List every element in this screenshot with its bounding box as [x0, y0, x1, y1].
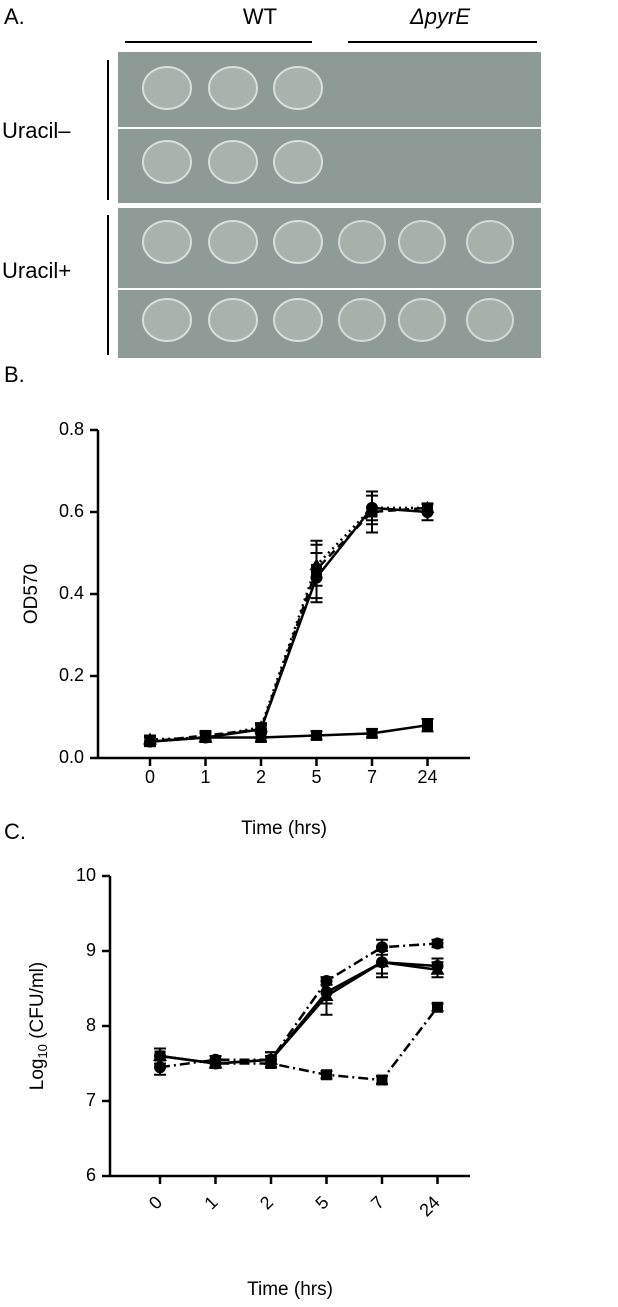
colony — [338, 220, 386, 264]
y-tick-label: 0.4 — [59, 583, 84, 603]
marker — [210, 1058, 221, 1069]
colony — [338, 298, 386, 342]
x-tick-label: 0 — [145, 1192, 166, 1213]
marker — [430, 962, 445, 975]
y-tick-label: 0.0 — [59, 747, 84, 767]
column-label: WT — [243, 4, 277, 29]
y-tick-label: 8 — [86, 1015, 96, 1035]
marker — [311, 729, 322, 741]
panel-label: B. — [4, 362, 25, 387]
x-axis-label: Time (hrs) — [247, 1279, 333, 1300]
colony — [208, 66, 258, 110]
series-line — [159, 1006, 439, 1082]
panel-label: A. — [4, 4, 25, 29]
y-tick-label: 9 — [86, 940, 96, 960]
colony — [142, 66, 192, 110]
colony — [273, 298, 323, 342]
series-line — [149, 506, 428, 743]
colony — [273, 66, 323, 110]
marker — [376, 1074, 388, 1086]
marker — [255, 732, 267, 743]
colony — [208, 220, 258, 264]
x-tick-label: 2 — [256, 767, 266, 787]
y-tick-label: 6 — [86, 1165, 96, 1185]
colony — [208, 140, 258, 184]
marker — [309, 558, 324, 571]
colony — [142, 298, 192, 342]
marker — [319, 989, 334, 1001]
colony — [273, 220, 323, 264]
x-axis-label: Time (hrs) — [241, 818, 327, 839]
colony — [142, 140, 192, 184]
x-tick-label: 1 — [200, 767, 210, 787]
marker — [432, 1001, 443, 1013]
x-tick-label: 7 — [367, 1192, 388, 1213]
y-tick-label: 0.2 — [59, 665, 84, 685]
y-axis-label: Log10 (CFU/ml) — [27, 962, 50, 1090]
marker — [376, 941, 388, 954]
series-line — [149, 506, 428, 743]
marker — [320, 975, 333, 987]
marker — [321, 1069, 332, 1081]
colony — [398, 298, 446, 342]
marker — [420, 500, 435, 513]
y-tick-label: 10 — [76, 865, 96, 885]
y-tick-label: 7 — [86, 1090, 96, 1110]
series-line — [149, 723, 428, 743]
marker — [144, 736, 156, 748]
marker — [431, 937, 444, 950]
row-label: Uracil– — [2, 118, 71, 143]
row-label: Uracil+ — [2, 258, 71, 283]
y-axis-label-part: (CFU/ml) — [27, 962, 48, 1044]
x-tick-label: 2 — [256, 1192, 277, 1213]
marker — [254, 720, 268, 733]
marker — [365, 500, 379, 513]
colony — [142, 220, 192, 264]
y-tick-label: 0.8 — [59, 419, 84, 439]
marker — [265, 1058, 277, 1069]
column-label: ΔpyrE — [409, 4, 470, 29]
x-tick-label: 5 — [311, 767, 321, 787]
marker — [366, 727, 378, 739]
marker — [375, 955, 389, 968]
series-line — [159, 960, 438, 1065]
marker — [422, 719, 433, 731]
y-axis-label-part: 10 — [35, 1044, 50, 1058]
colony — [466, 220, 514, 264]
x-tick-label: 1 — [200, 1192, 221, 1213]
series-line — [149, 506, 428, 741]
colony — [398, 220, 446, 264]
y-axis-label-part: Log — [27, 1059, 48, 1091]
x-tick-label: 7 — [367, 767, 377, 787]
panel-label: C. — [4, 819, 26, 844]
x-tick-label: 5 — [311, 1192, 332, 1213]
marker — [200, 732, 211, 743]
y-axis-label: OD570 — [21, 564, 42, 624]
colony — [273, 140, 323, 184]
colony — [466, 298, 514, 342]
x-tick-label: 24 — [415, 1192, 443, 1220]
marker — [154, 1050, 166, 1062]
plate-photo — [118, 52, 541, 358]
y-tick-label: 0.6 — [59, 501, 84, 521]
x-tick-label: 0 — [145, 767, 155, 787]
x-tick-label: 24 — [417, 767, 437, 787]
colony — [208, 298, 258, 342]
series-line — [159, 960, 438, 1065]
